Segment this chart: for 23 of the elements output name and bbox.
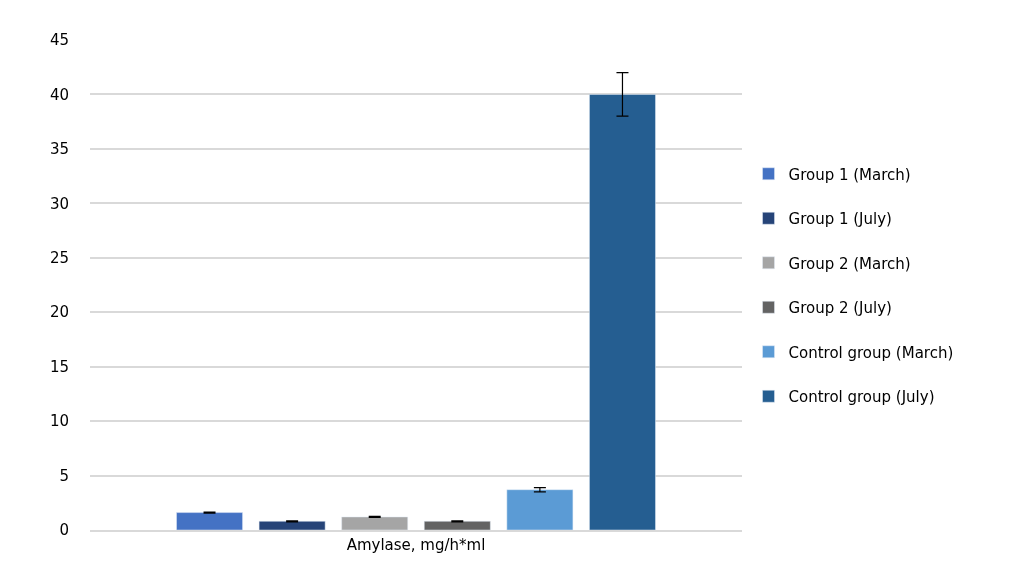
y-tick-label: 20 <box>49 303 69 322</box>
y-tick-label: 25 <box>49 249 69 268</box>
legend-label: Group 1 (March) <box>788 165 911 184</box>
y-tick-label: 0 <box>59 521 69 540</box>
bar <box>424 521 491 530</box>
bar <box>258 521 326 530</box>
bar <box>341 516 408 530</box>
y-tick-label: 35 <box>49 140 69 159</box>
bar <box>176 512 243 530</box>
legend-label: Control group (July) <box>788 388 935 407</box>
y-tick-label: 5 <box>59 466 69 485</box>
bar <box>506 489 574 530</box>
bar <box>589 94 656 530</box>
y-tick-label: 10 <box>49 412 69 431</box>
y-tick-label: 45 <box>49 31 69 50</box>
y-tick-label: 15 <box>49 357 69 376</box>
legend-label: Group 1 (July) <box>788 210 892 229</box>
y-tick-label: 40 <box>49 85 69 104</box>
legend-label: Group 2 (March) <box>788 254 911 273</box>
legend-label: Control group (March) <box>788 343 954 362</box>
x-tick-label: Amylase, mg/h*ml <box>346 535 486 554</box>
y-tick-label: 30 <box>49 194 69 213</box>
legend-label: Group 2 (July) <box>788 299 892 318</box>
